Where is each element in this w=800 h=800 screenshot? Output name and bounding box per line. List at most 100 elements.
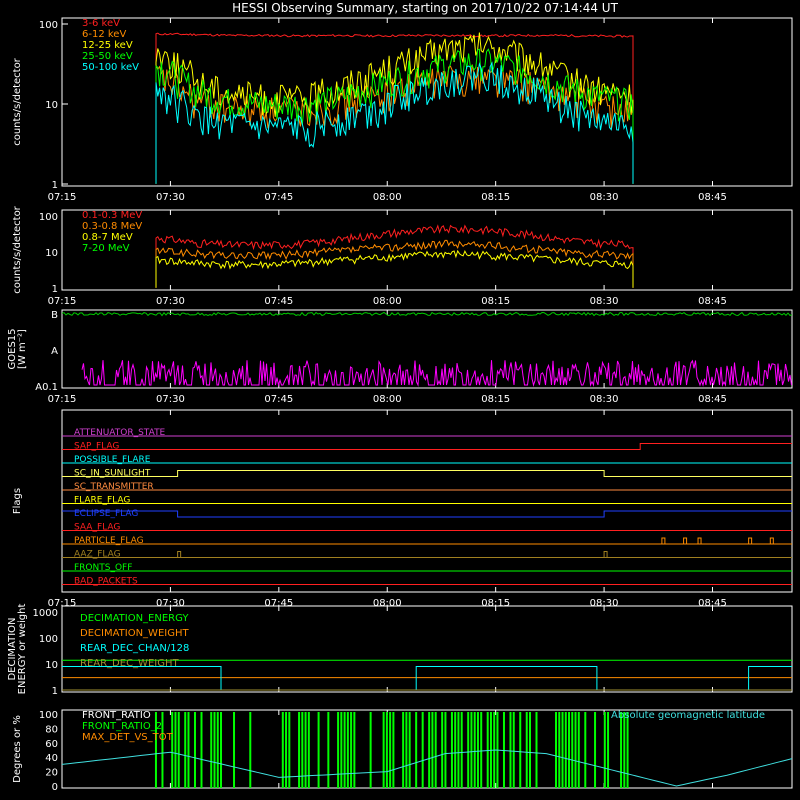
- series-line-2: [155, 239, 634, 288]
- flag-label: POSSIBLE_FLARE: [74, 455, 151, 465]
- y-tick-label: B: [51, 310, 58, 321]
- x-tick-label: 08:45: [698, 192, 727, 203]
- y-axis-label: counts/s/detector: [12, 205, 23, 293]
- y-tick-label: 60: [45, 739, 58, 750]
- x-tick-label: 07:15: [48, 192, 77, 203]
- flag-spike: [697, 537, 702, 544]
- flag-label: FLARE_FLAG: [74, 496, 130, 506]
- x-tick-label: 07:15: [48, 296, 77, 307]
- legend-entry: 3-6 keV: [82, 18, 120, 29]
- flag-label: SAA_FLAG: [74, 523, 120, 533]
- flag-label: FRONTS_OFF: [74, 563, 132, 573]
- legend-entry: Absolute geomagnetic latitude: [611, 710, 765, 721]
- series-line-3: [155, 32, 634, 184]
- flag-label: ATTENUATOR_STATE: [74, 428, 166, 438]
- y-tick-label: 40: [45, 753, 58, 764]
- x-tick-label: 08:30: [590, 296, 619, 307]
- flag-spike: [661, 537, 666, 544]
- x-tick-label: 07:45: [264, 598, 293, 609]
- flag-spike: [769, 537, 774, 544]
- x-tick-label: 07:30: [156, 296, 185, 307]
- y-axis-label: ENERGY or weight: [17, 604, 28, 695]
- panel-frame-3: [61, 309, 793, 389]
- x-tick-label: 08:00: [373, 296, 402, 307]
- y-tick-label: A0.1: [35, 382, 58, 393]
- series-line-1: [155, 224, 634, 288]
- legend-entry: MAX_DET_VS_TOT: [82, 732, 174, 743]
- y-tick-label: 100: [39, 20, 58, 31]
- panel-frame-4: [61, 409, 793, 593]
- x-tick-label: 07:45: [264, 192, 293, 203]
- decimation-line-3: [62, 666, 792, 691]
- goes-short-line: [81, 359, 792, 387]
- y-tick-label: 80: [45, 724, 58, 735]
- chart-title: HESSI Observing Summary, starting on 201…: [232, 1, 618, 15]
- y-tick-label: 20: [45, 768, 58, 779]
- y-tick-label: 1: [52, 180, 58, 191]
- x-tick-label: 07:30: [156, 192, 185, 203]
- ratio-bars: [154, 712, 629, 788]
- x-tick-label: 08:45: [698, 296, 727, 307]
- flag-line: [62, 470, 792, 477]
- legend-entry: DECIMATION_WEIGHT: [80, 628, 189, 639]
- flag-label: SC_TRANSMITTER: [74, 482, 154, 492]
- legend-entry: REAR_DEC_CHAN/128: [80, 643, 189, 654]
- flag-spike: [748, 537, 753, 544]
- y-tick-label: 100: [39, 710, 58, 721]
- flag-label: AAZ_FLAG: [74, 550, 121, 560]
- x-tick-label: 08:30: [590, 192, 619, 203]
- series-line-3: [155, 249, 634, 288]
- flag-spike: [177, 551, 182, 558]
- x-tick-label: 08:30: [590, 394, 619, 405]
- legend-entry: 7-20 MeV: [82, 243, 130, 254]
- legend-entry: 0.1-0.3 MeV: [82, 210, 142, 221]
- x-tick-label: 08:45: [698, 394, 727, 405]
- panel-frame-6: [61, 709, 793, 789]
- x-tick-label: 08:00: [373, 192, 402, 203]
- y-tick-label: A: [51, 346, 58, 357]
- flag-spike: [683, 537, 688, 544]
- x-tick-label: 08:00: [373, 394, 402, 405]
- flag-label: ECLIPSE_FLAG: [74, 509, 138, 519]
- panel-frame-2: [61, 209, 793, 291]
- legend-entry: 50-100 keV: [82, 62, 139, 73]
- y-tick-label: 10: [45, 660, 58, 671]
- x-tick-label: 08:30: [590, 598, 619, 609]
- series-line-1: [155, 32, 634, 184]
- series-line-2: [155, 64, 634, 184]
- legend-entry: FRONT_RATIO: [82, 710, 151, 721]
- x-tick-label: 08:00: [373, 598, 402, 609]
- y-axis-label: counts/s/detector: [12, 57, 23, 145]
- x-tick-label: 08:45: [698, 598, 727, 609]
- x-tick-label: 08:15: [481, 598, 510, 609]
- x-tick-label: 08:15: [481, 296, 510, 307]
- y-tick-label: 10: [45, 248, 58, 259]
- x-tick-label: 08:15: [481, 192, 510, 203]
- x-tick-label: 07:15: [48, 598, 77, 609]
- y-tick-label: 0: [52, 782, 58, 793]
- y-axis-label: [W m⁻²]: [17, 329, 28, 369]
- x-tick-label: 07:45: [264, 394, 293, 405]
- flag-label: BAD_PACKETS: [74, 577, 138, 587]
- legend-entry: FRONT_RATIO_2: [82, 721, 162, 732]
- flag-label: SC_IN_SUNLIGHT: [74, 469, 151, 479]
- y-tick-label: 10: [45, 100, 58, 111]
- x-tick-label: 08:15: [481, 394, 510, 405]
- panel-frame-1: [61, 17, 793, 187]
- y-tick-label: 1: [52, 284, 58, 295]
- x-tick-label: 07:30: [156, 598, 185, 609]
- legend-entry: 25-50 keV: [82, 51, 133, 62]
- flag-label: PARTICLE_FLAG: [74, 536, 144, 546]
- geomagnetic-latitude-line: [61, 749, 793, 787]
- flag-line: [62, 443, 792, 450]
- x-tick-label: 07:15: [48, 394, 77, 405]
- flag-spike: [603, 551, 608, 558]
- series-line-5: [155, 61, 634, 184]
- y-tick-label: 1000: [33, 608, 58, 619]
- legend-entry: 6-12 keV: [82, 29, 126, 40]
- panel-frame-5: [61, 605, 793, 693]
- y-tick-label: 100: [39, 634, 58, 645]
- flag-label: SAP_FLAG: [74, 442, 119, 452]
- legend-entry: DECIMATION_ENERGY: [80, 613, 189, 624]
